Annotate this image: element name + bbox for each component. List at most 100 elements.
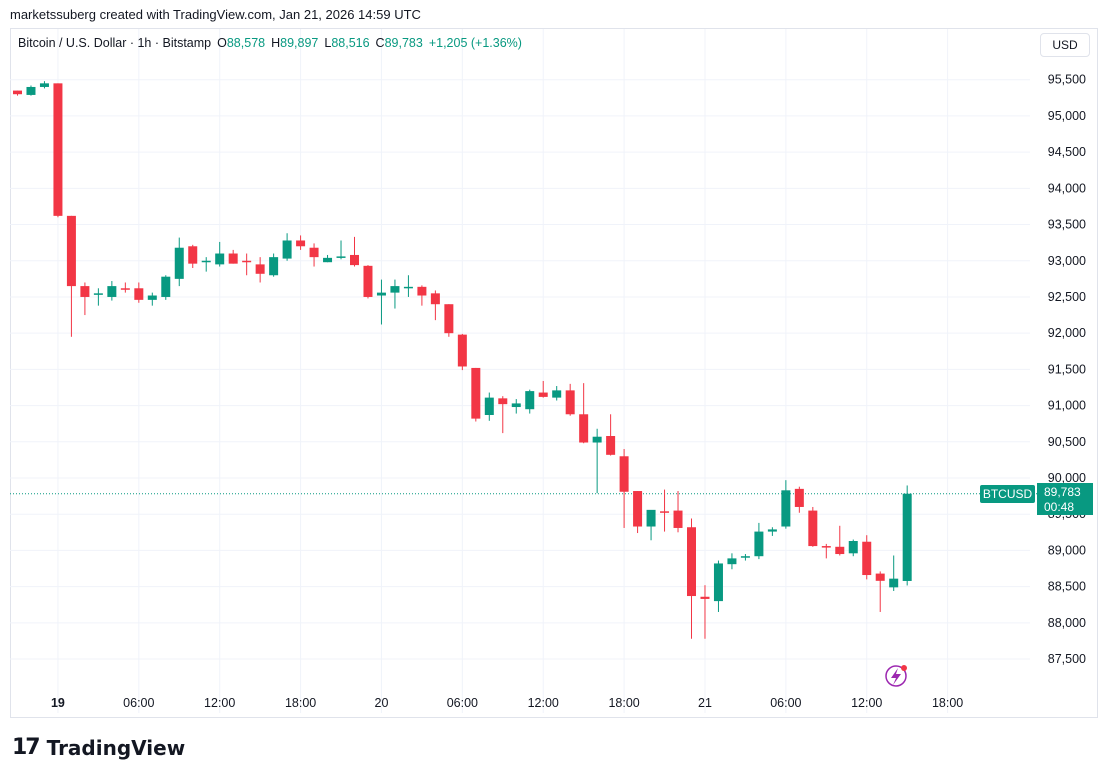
open-value: 88,578	[226, 36, 266, 50]
candle-body[interactable]	[457, 334, 467, 367]
candle-body[interactable]	[687, 527, 696, 597]
candle-body[interactable]	[660, 511, 670, 513]
candle-body[interactable]	[242, 260, 252, 263]
candle-body[interactable]	[26, 86, 36, 95]
x-tick-label: 12:00	[851, 696, 882, 710]
candle-body[interactable]	[390, 286, 400, 293]
candle-body[interactable]	[875, 573, 885, 581]
candle-body[interactable]	[619, 456, 629, 492]
candle-body[interactable]	[511, 403, 521, 408]
y-tick-label: 87,500	[1048, 652, 1086, 666]
currency-button[interactable]: USD	[1040, 33, 1090, 57]
candle-body[interactable]	[673, 510, 683, 528]
candle-body[interactable]	[430, 293, 440, 305]
candle-body[interactable]	[309, 247, 319, 258]
candle-body[interactable]	[80, 286, 90, 297]
candle-body[interactable]	[835, 546, 845, 555]
candle-body[interactable]	[633, 491, 643, 527]
candle-body[interactable]	[350, 254, 359, 266]
chart-area[interactable]	[10, 28, 1098, 718]
low-value: 88,516	[331, 36, 370, 50]
x-tick-label: 06:00	[447, 696, 478, 710]
lightning-glyph-icon	[891, 668, 901, 685]
candle-body[interactable]	[713, 563, 723, 602]
tradingview-wordmark: TradingView	[46, 735, 186, 760]
candle-body[interactable]	[323, 257, 333, 263]
candle-body[interactable]	[161, 276, 171, 297]
candle-body[interactable]	[727, 558, 737, 565]
candle-body[interactable]	[848, 541, 858, 554]
candle-body[interactable]	[376, 292, 386, 296]
candle-body[interactable]	[902, 493, 912, 581]
candle-body[interactable]	[606, 436, 616, 455]
last-price-value: 89,783	[1044, 485, 1081, 499]
candle-body[interactable]	[403, 286, 413, 289]
candle-body[interactable]	[794, 488, 804, 507]
candle-body[interactable]	[215, 253, 225, 265]
candle-body[interactable]	[282, 240, 292, 259]
chart-caption: marketssuberg created with TradingView.c…	[10, 7, 421, 22]
candle-body[interactable]	[93, 293, 103, 295]
candle-body[interactable]	[592, 436, 602, 443]
close-label: C	[375, 36, 385, 50]
x-tick-label: 19	[51, 696, 65, 710]
y-tick-label: 94,500	[1048, 145, 1086, 159]
candle-body[interactable]	[484, 397, 494, 415]
notification-dot-icon	[901, 665, 907, 671]
symbol-name[interactable]: Bitcoin / U.S. Dollar · 1h · Bitstamp	[18, 36, 212, 50]
candle-body[interactable]	[336, 256, 346, 258]
candle-body[interactable]	[579, 414, 589, 443]
x-tick-label: 06:00	[770, 696, 801, 710]
candle-body[interactable]	[808, 510, 818, 547]
candle-body[interactable]	[147, 295, 157, 300]
candle-body[interactable]	[646, 509, 656, 527]
candle-body[interactable]	[889, 578, 899, 588]
candle-body[interactable]	[174, 247, 184, 279]
y-tick-label: 88,500	[1048, 580, 1086, 594]
candle-body[interactable]	[188, 246, 198, 264]
candle-body[interactable]	[228, 253, 238, 264]
y-tick-label: 95,000	[1048, 109, 1086, 123]
candle-body[interactable]	[862, 541, 872, 576]
candle-body[interactable]	[134, 288, 144, 300]
candle-body[interactable]	[700, 596, 710, 599]
x-tick-label: 18:00	[608, 696, 639, 710]
close-value: 89,783	[384, 36, 423, 50]
x-tick-label: 18:00	[285, 696, 316, 710]
candle-body[interactable]	[296, 240, 306, 247]
open-label: O	[217, 36, 227, 50]
candle-body[interactable]	[269, 257, 279, 276]
y-tick-label: 92,500	[1048, 290, 1086, 304]
candle-body[interactable]	[120, 288, 130, 290]
candle-body[interactable]	[53, 83, 63, 216]
candle-body[interactable]	[107, 286, 117, 297]
symbol-price-tag: BTCUSD	[980, 485, 1035, 503]
candle-body[interactable]	[255, 264, 265, 274]
candle-body[interactable]	[754, 531, 764, 557]
candle-body[interactable]	[498, 398, 508, 405]
x-tick-label: 06:00	[123, 696, 154, 710]
x-tick-label: 21	[698, 696, 712, 710]
candle-body[interactable]	[444, 304, 454, 334]
candle-body[interactable]	[552, 390, 562, 398]
candle-body[interactable]	[39, 83, 49, 87]
candle-body[interactable]	[363, 265, 373, 297]
candle-body[interactable]	[781, 490, 791, 527]
candle-body[interactable]	[66, 215, 76, 287]
y-tick-label: 88,000	[1048, 616, 1086, 630]
tradingview-logo[interactable]: 17 TradingView	[12, 735, 185, 760]
y-tick-label: 95,500	[1048, 73, 1086, 87]
y-tick-label: 90,500	[1048, 435, 1086, 449]
candle-body[interactable]	[525, 391, 535, 410]
candle-body[interactable]	[471, 367, 481, 419]
candle-body[interactable]	[767, 529, 777, 532]
candle-body[interactable]	[417, 286, 427, 296]
candle-body[interactable]	[821, 546, 831, 548]
candle-body[interactable]	[740, 556, 750, 558]
candle-body[interactable]	[565, 390, 575, 415]
candle-body[interactable]	[13, 90, 22, 95]
candle-body[interactable]	[201, 260, 211, 263]
candle-body[interactable]	[538, 392, 548, 397]
x-tick-label: 12:00	[528, 696, 559, 710]
